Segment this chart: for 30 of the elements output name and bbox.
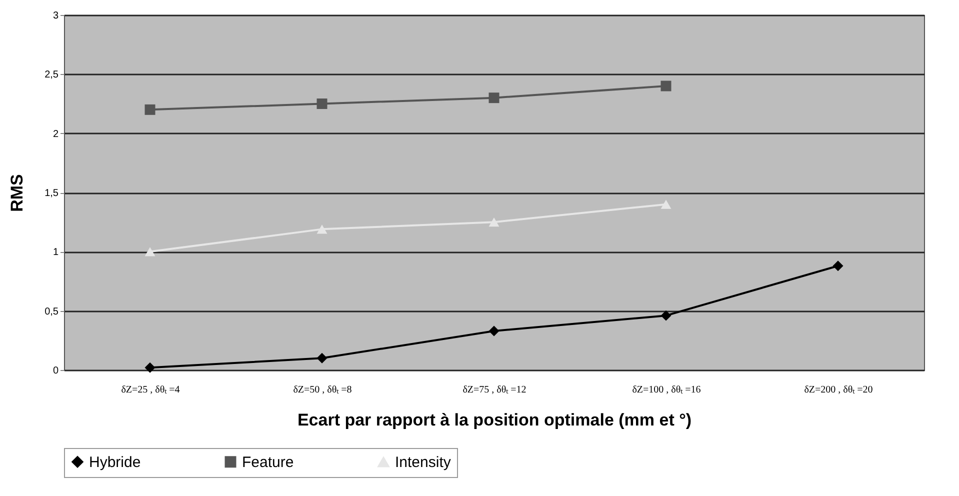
y-tick-label: 1,5 xyxy=(44,188,59,199)
y-tick-label: 3 xyxy=(52,10,59,22)
point xyxy=(660,80,672,92)
x-tick-label: δZ=100 , δθₜ =16 xyxy=(632,384,701,396)
point xyxy=(144,247,156,256)
legend-label: Feature xyxy=(242,454,294,471)
point xyxy=(660,200,672,209)
x-tick-label: δZ=25 , δθₜ =4 xyxy=(121,384,180,396)
y-tick-label: 2,5 xyxy=(44,70,59,81)
point xyxy=(660,310,672,321)
point xyxy=(316,224,328,234)
point xyxy=(832,260,844,272)
legend-label: Hybride xyxy=(89,454,141,471)
point xyxy=(488,92,500,104)
x-tick-label: δZ=75 , δθₜ =12 xyxy=(462,384,526,396)
point xyxy=(316,352,328,364)
y-tick-label: 0 xyxy=(52,366,59,376)
y-tick-label: 1 xyxy=(52,247,59,258)
point xyxy=(316,98,328,109)
point xyxy=(488,326,500,336)
y-tick-label: 0,5 xyxy=(44,306,59,318)
x-tick-label: δZ=50 , δθₜ =8 xyxy=(293,384,352,396)
x-axis-title: Ecart par rapport à la position optimale (mm et °) xyxy=(297,410,692,430)
y-axis-title: RMS xyxy=(8,174,27,212)
legend-label: Intensity xyxy=(395,454,452,472)
point xyxy=(144,104,156,115)
x-tick-label: δZ=200 , δθₜ =20 xyxy=(804,384,873,396)
point xyxy=(144,362,156,373)
y-tick-label: 2 xyxy=(52,128,59,140)
point xyxy=(488,218,500,227)
